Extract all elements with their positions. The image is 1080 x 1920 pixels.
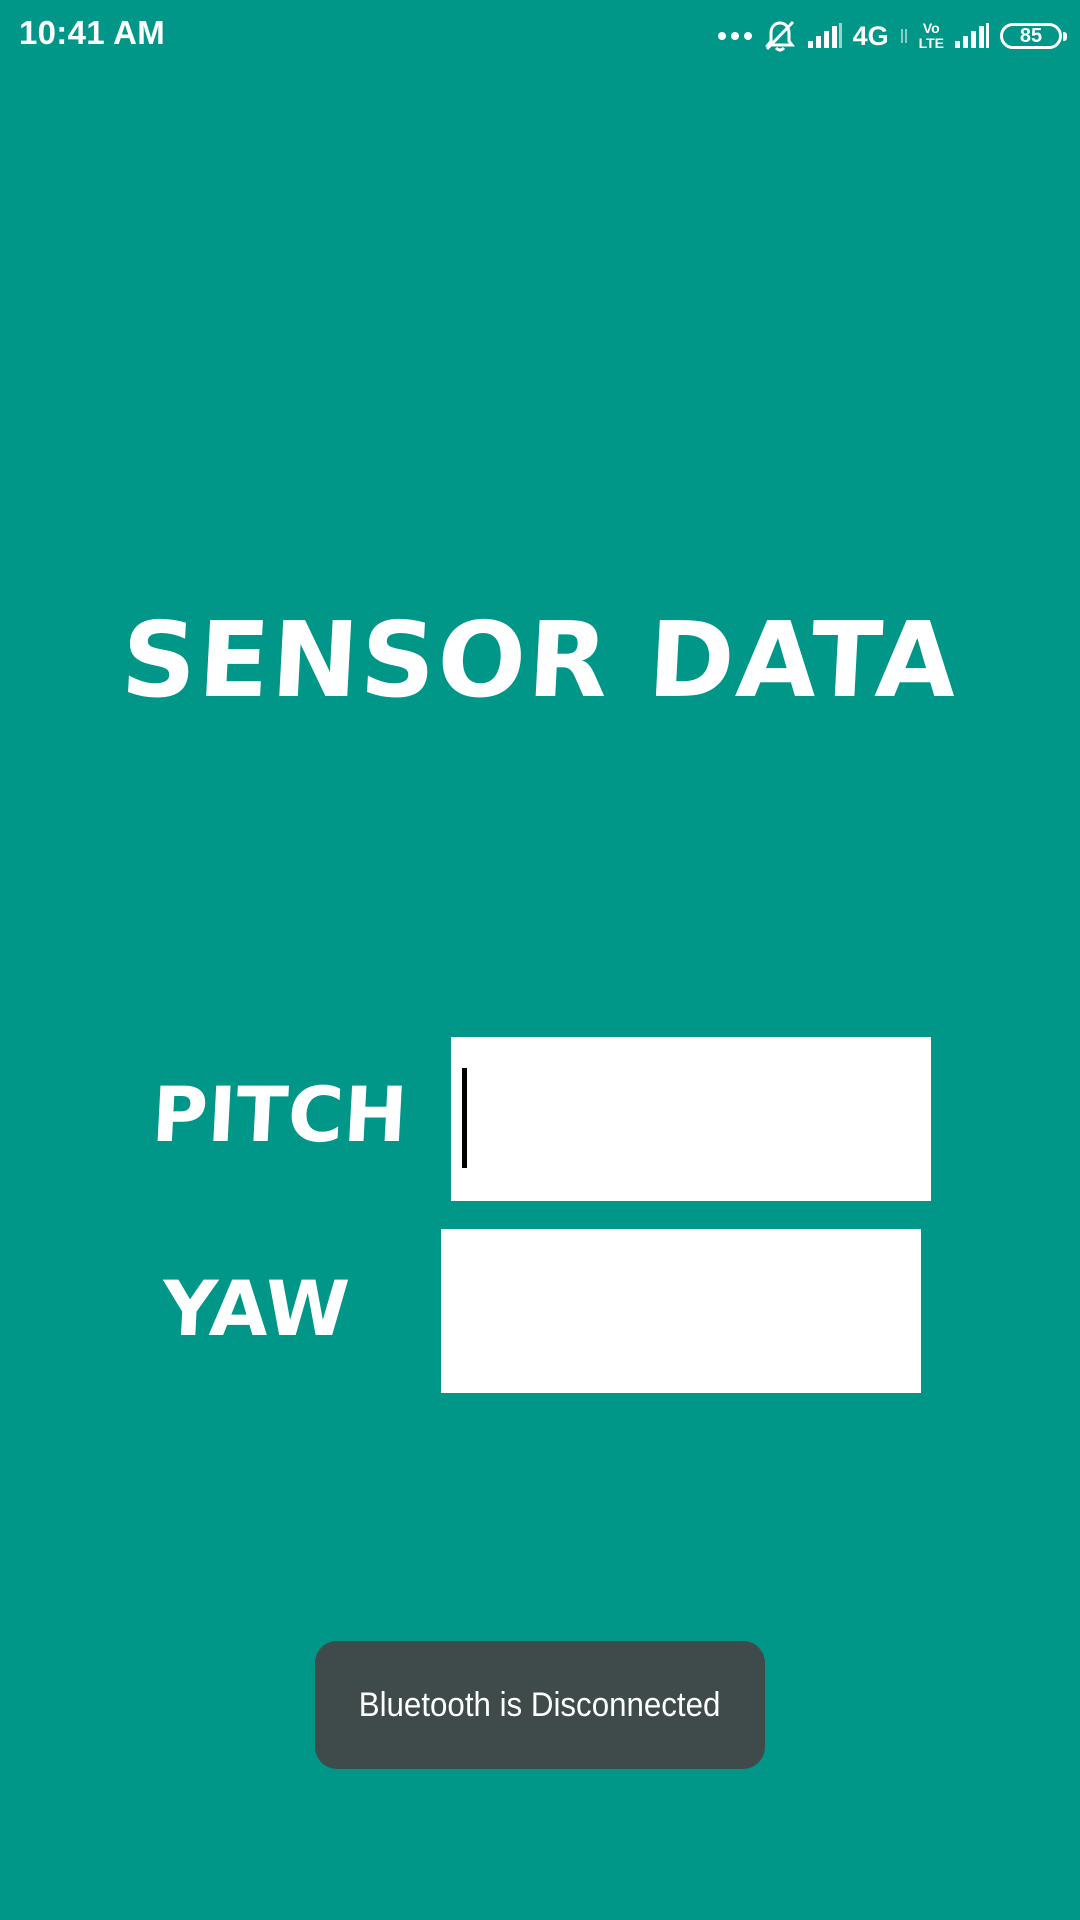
volte-icon: Vo LTE	[919, 21, 944, 51]
status-bar: 10:41 AM	[0, 0, 1080, 72]
yaw-label: YAW	[159, 1264, 352, 1353]
yaw-input[interactable]	[441, 1229, 921, 1393]
silent-bell-icon	[763, 19, 797, 53]
battery-tip	[1063, 32, 1067, 41]
volte-bottom-label: LTE	[918, 35, 944, 51]
signal-icon	[954, 23, 990, 49]
more-dots-icon	[717, 30, 753, 42]
volte-top-label: Vo	[922, 20, 940, 36]
toast-text: Bluetooth is Disconnected	[359, 1685, 721, 1724]
battery-icon: 85	[1000, 23, 1067, 49]
status-time: 10:41 AM	[19, 14, 166, 51]
signal-icon	[807, 23, 843, 49]
toast-message: Bluetooth is Disconnected	[315, 1641, 765, 1769]
status-icons: 4G Vo LTE 85	[717, 14, 1067, 58]
network-type-label: 4G	[852, 20, 889, 51]
data-arrows-icon	[899, 27, 909, 45]
pitch-input[interactable]	[451, 1037, 931, 1201]
page-title: SENSOR DATA	[118, 599, 962, 721]
pitch-label: PITCH	[149, 1070, 410, 1159]
text-cursor	[462, 1068, 467, 1168]
battery-level: 85	[1019, 25, 1043, 47]
